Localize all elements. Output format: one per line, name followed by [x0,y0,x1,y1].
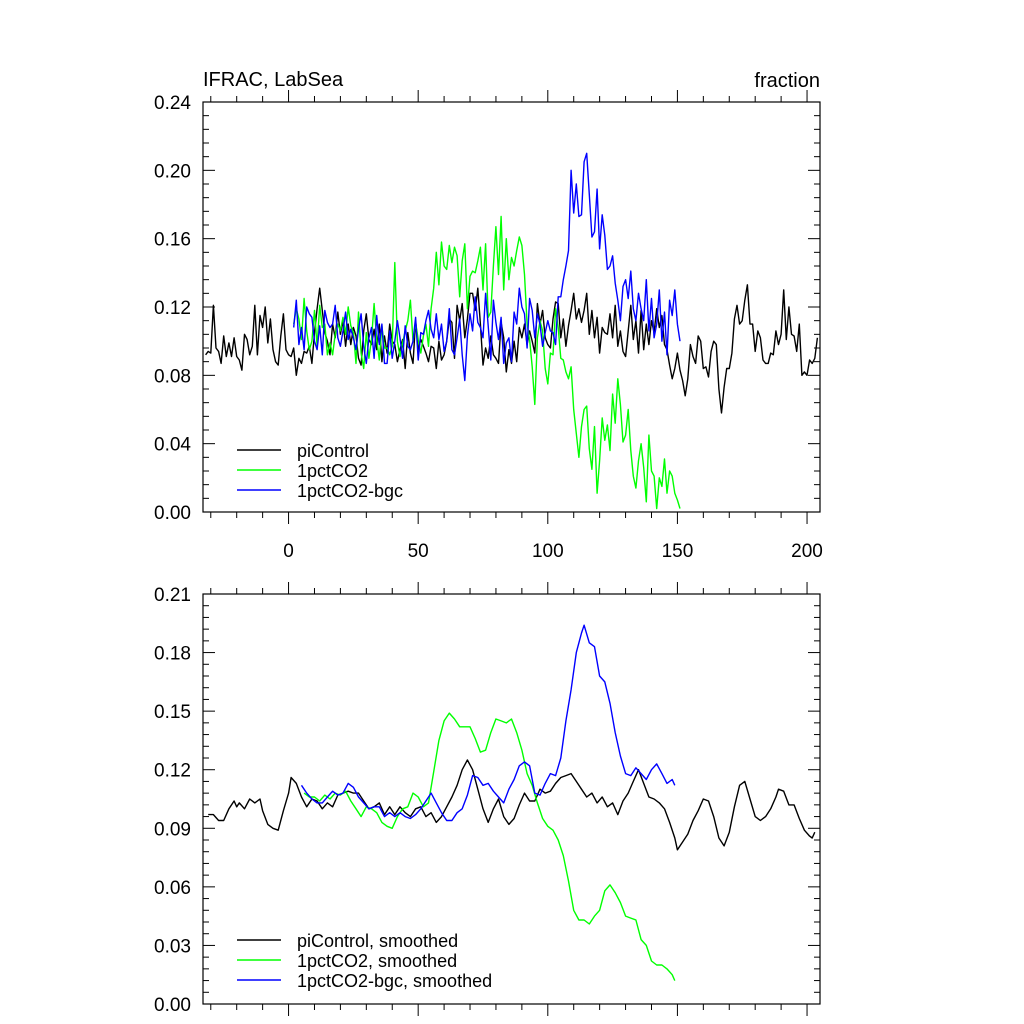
series-line-0 [208,759,816,851]
x-tick-label: 50 [408,541,429,562]
y-tick-label: 0.21 [154,585,191,606]
y-tick-label: 0.24 [154,93,191,114]
plot-frame-bottom [202,593,821,1005]
series-line-0 [205,284,819,414]
series-line-1 [293,215,681,510]
legend-label: 1pctCO2, smoothed [297,951,457,971]
y-tick-label: 0.16 [154,230,191,251]
y-tick-label: 0.00 [154,503,191,524]
y-tick-label: 0.12 [154,298,191,319]
axes-bottom: 0.00 0.03 0.06 0.09 0.12 0.15 0.18 0.21 [154,582,820,1016]
legend-label: piControl, smoothed [297,931,458,951]
y-tick-label: 0.06 [154,878,191,899]
plot-area-bottom [208,624,816,981]
legend-label: 1pctCO2-bgc [297,481,403,501]
x-tick-label: 200 [791,541,823,562]
y-tick-label: 0.18 [154,644,191,665]
y-tick-label: 0.20 [154,161,191,182]
panel-top-units: fraction [754,70,820,92]
y-tick-label: 0.15 [154,702,191,723]
legend-label: 1pctCO2 [297,461,368,481]
y-tick-label: 0.09 [154,819,191,840]
series-line-2 [300,624,676,822]
series-line-2 [293,152,681,382]
axes-top: 0.00 0.04 0.08 0.12 0.16 0.20 0.24 0 50 100 150 200 [154,90,823,562]
panel-bottom: 0.00 0.03 0.06 0.09 0.12 0.15 0.18 0.21 piContr… [154,582,821,1016]
x-tick-label: 0 [283,541,294,562]
y-tick-label: 0.08 [154,366,191,387]
panel-top: IFRAC, LabSea fraction 0.000.040.080.120… [154,69,823,562]
x-tick-label: 150 [662,541,694,562]
plot-area-top [205,152,819,510]
y-tick-label: 0.03 [154,936,191,957]
y-tick-label: 0.00 [154,995,191,1016]
y-tick-label: 0.04 [154,435,191,456]
legend-label: 1pctCO2-bgc, smoothed [297,971,492,991]
y-tick-label: 0.12 [154,761,191,782]
legend-label: piControl [297,441,369,461]
x-tick-label: 100 [532,541,564,562]
panel-top-title: IFRAC, LabSea [203,69,344,91]
